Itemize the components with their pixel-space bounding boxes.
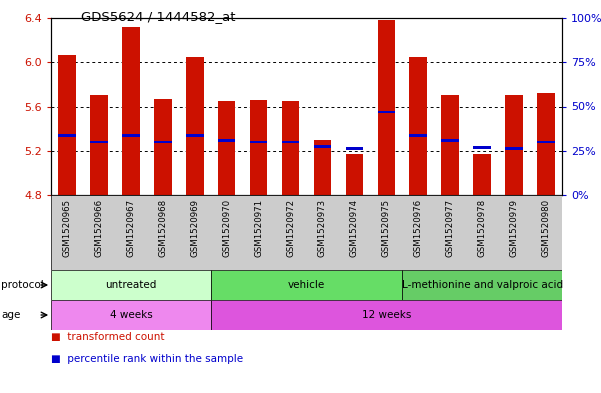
Bar bbox=[154, 141, 172, 143]
Bar bbox=[186, 57, 204, 195]
Text: GSM1520980: GSM1520980 bbox=[542, 199, 551, 257]
Bar bbox=[250, 141, 267, 143]
Bar bbox=[314, 145, 331, 148]
Bar bbox=[154, 99, 172, 195]
Text: GSM1520976: GSM1520976 bbox=[413, 199, 423, 257]
Bar bbox=[122, 134, 139, 137]
Text: GSM1520975: GSM1520975 bbox=[382, 199, 391, 257]
Bar bbox=[218, 101, 236, 195]
Text: GSM1520967: GSM1520967 bbox=[126, 199, 135, 257]
Bar bbox=[505, 95, 523, 195]
Bar bbox=[90, 141, 108, 143]
Text: vehicle: vehicle bbox=[288, 280, 325, 290]
Bar bbox=[441, 140, 459, 142]
Text: GSM1520970: GSM1520970 bbox=[222, 199, 231, 257]
Text: 12 weeks: 12 weeks bbox=[362, 310, 411, 320]
Text: GSM1520969: GSM1520969 bbox=[191, 199, 200, 257]
Bar bbox=[250, 100, 267, 195]
Bar bbox=[441, 95, 459, 195]
Text: GSM1520971: GSM1520971 bbox=[254, 199, 263, 257]
Bar bbox=[537, 141, 555, 143]
Bar bbox=[346, 147, 363, 150]
Bar bbox=[90, 95, 108, 195]
Bar bbox=[186, 134, 204, 137]
Bar bbox=[377, 111, 395, 114]
Text: protocol: protocol bbox=[1, 280, 44, 290]
Bar bbox=[282, 141, 299, 143]
Text: GDS5624 / 1444582_at: GDS5624 / 1444582_at bbox=[81, 10, 236, 23]
Text: L-methionine and valproic acid: L-methionine and valproic acid bbox=[401, 280, 563, 290]
Bar bbox=[402, 270, 562, 300]
Bar bbox=[58, 134, 76, 137]
Text: GSM1520966: GSM1520966 bbox=[94, 199, 103, 257]
Bar bbox=[211, 270, 402, 300]
Bar bbox=[346, 154, 363, 195]
Bar bbox=[537, 93, 555, 195]
Text: GSM1520977: GSM1520977 bbox=[446, 199, 455, 257]
Text: GSM1520972: GSM1520972 bbox=[286, 199, 295, 257]
Bar bbox=[314, 140, 331, 195]
Bar bbox=[377, 20, 395, 195]
Text: ■  transformed count: ■ transformed count bbox=[51, 332, 165, 342]
Bar bbox=[218, 140, 236, 142]
Bar bbox=[505, 147, 523, 150]
Text: 4 weeks: 4 weeks bbox=[109, 310, 152, 320]
Bar bbox=[409, 57, 427, 195]
Bar bbox=[282, 101, 299, 195]
Bar bbox=[122, 27, 139, 195]
Text: GSM1520965: GSM1520965 bbox=[63, 199, 72, 257]
Bar bbox=[474, 146, 491, 149]
Bar bbox=[211, 300, 562, 330]
Bar bbox=[51, 300, 211, 330]
Bar bbox=[409, 134, 427, 137]
Text: untreated: untreated bbox=[105, 280, 157, 290]
Text: GSM1520973: GSM1520973 bbox=[318, 199, 327, 257]
Text: GSM1520974: GSM1520974 bbox=[350, 199, 359, 257]
Text: GSM1520979: GSM1520979 bbox=[510, 199, 519, 257]
Bar bbox=[474, 154, 491, 195]
Text: GSM1520968: GSM1520968 bbox=[158, 199, 167, 257]
Bar bbox=[51, 270, 211, 300]
Text: ■  percentile rank within the sample: ■ percentile rank within the sample bbox=[51, 354, 243, 364]
Text: GSM1520978: GSM1520978 bbox=[478, 199, 487, 257]
Bar bbox=[58, 55, 76, 195]
Text: age: age bbox=[1, 310, 20, 320]
